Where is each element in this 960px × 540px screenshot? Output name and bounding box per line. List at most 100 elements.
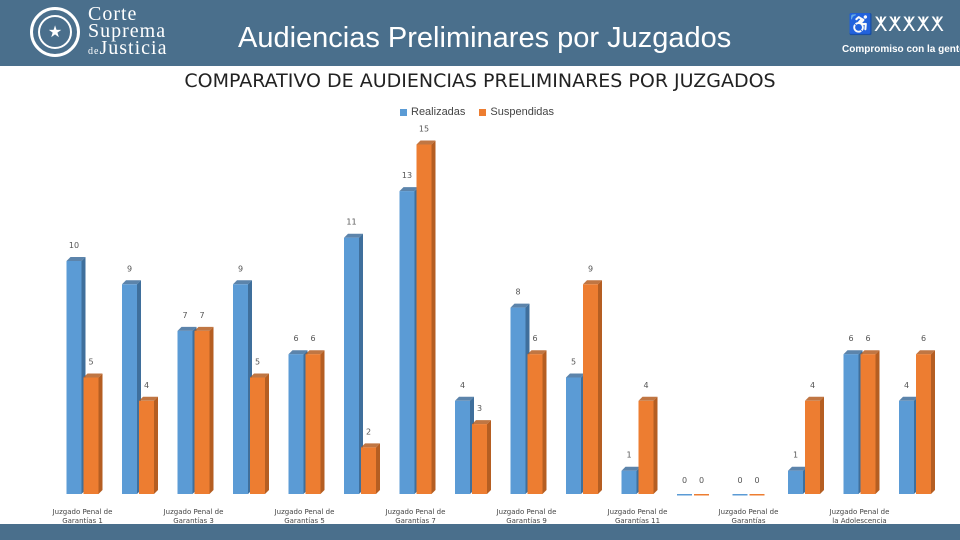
- bar-suspendidas-2: [139, 400, 154, 494]
- data-label-realizadas-13: 0: [737, 476, 742, 485]
- bar-suspendidas-5: [305, 354, 321, 494]
- data-label-suspendidas-12: 0: [699, 476, 704, 485]
- bar-realizadas-9: [510, 307, 526, 494]
- data-label-realizadas-4: 9: [238, 264, 243, 273]
- data-label-realizadas-6: 11: [346, 218, 356, 227]
- court-line-2: Suprema: [88, 20, 167, 42]
- bar-realizadas-1: [66, 261, 82, 494]
- x-tick-label-1: Juzgado Penal de Garantías 1: [52, 508, 113, 525]
- bar-top-realizadas-10: [566, 373, 585, 378]
- bar-top-suspendidas-16: [916, 350, 935, 355]
- bar-top-realizadas-16: [899, 396, 918, 401]
- bar-top-realizadas-6: [344, 233, 363, 238]
- bar-suspendidas-8: [472, 424, 487, 494]
- bar-top-suspendidas-15: [860, 350, 880, 355]
- court-logo-text: Corte Suprema deJusticia: [88, 3, 167, 60]
- data-label-realizadas-12: 0: [682, 476, 687, 485]
- bar-realizadas-3: [177, 330, 193, 494]
- bar-suspendidas-11: [638, 400, 654, 494]
- data-label-realizadas-14: 1: [793, 451, 798, 460]
- chart-legend: Realizadas Suspendidas: [400, 106, 554, 118]
- x-tick-label-2: Juzgado Penal de Garantías 3: [163, 508, 224, 525]
- court-line-3-prefix: de: [88, 46, 100, 57]
- x-tick-label-3: Juzgado Penal de Garantías 5: [274, 508, 335, 525]
- bar-top-realizadas-9: [510, 303, 530, 308]
- bar-top-suspendidas-10: [583, 280, 602, 285]
- legend-item-realizadas: Realizadas: [400, 106, 465, 118]
- data-label-realizadas-8: 4: [460, 381, 465, 390]
- bar-top-realizadas-2: [122, 280, 141, 285]
- people-icon: ♿ⵅⵅⵅⵅⵅ: [848, 14, 945, 36]
- data-label-realizadas-3: 7: [182, 311, 187, 320]
- data-label-suspendidas-16: 6: [921, 334, 926, 343]
- data-label-suspendidas-15: 6: [865, 334, 870, 343]
- data-label-realizadas-15: 6: [848, 334, 853, 343]
- chart-title: COMPARATIVO DE AUDIENCIAS PRELIMINARES P…: [184, 70, 776, 92]
- bar-suspendidas-10: [583, 284, 598, 494]
- bar-top-suspendidas-11: [638, 396, 658, 401]
- bar-suspendidas-12: [694, 494, 709, 496]
- bar-realizadas-11: [621, 470, 637, 494]
- bar-top-suspendidas-3: [194, 326, 214, 331]
- legend-label-suspendidas: Suspendidas: [490, 106, 555, 118]
- bar-top-realizadas-5: [288, 350, 308, 355]
- legend-item-suspendidas: Suspendidas: [479, 106, 554, 118]
- bar-side-suspendidas-9: [542, 350, 547, 494]
- data-label-realizadas-2: 9: [127, 264, 132, 273]
- data-label-realizadas-11: 1: [626, 451, 631, 460]
- bar-side-suspendidas-4: [265, 373, 269, 494]
- bar-suspendidas-4: [250, 377, 265, 494]
- bar-realizadas-6: [344, 237, 359, 494]
- bar-top-realizadas-15: [843, 350, 863, 355]
- bar-top-suspendidas-14: [805, 396, 824, 401]
- bar-top-realizadas-4: [233, 280, 252, 285]
- data-label-realizadas-1: 10: [69, 241, 79, 250]
- x-tick-label-5: Juzgado Penal de Garantías 9: [496, 508, 557, 525]
- bar-suspendidas-14: [805, 400, 820, 494]
- bar-realizadas-7: [399, 191, 415, 494]
- bar-top-realizadas-14: [788, 466, 807, 471]
- data-label-suspendidas-6: 2: [366, 427, 371, 436]
- x-tick-label-6: Juzgado Penal de Garantías 11: [607, 508, 668, 525]
- legend-swatch-realizadas: [400, 108, 407, 116]
- page-title: Audiencias Preliminares por Juzgados: [238, 22, 732, 54]
- bar-suspendidas-6: [361, 447, 376, 494]
- data-label-suspendidas-2: 4: [144, 381, 149, 390]
- data-label-suspendidas-3: 7: [199, 311, 204, 320]
- data-label-suspendidas-7: 15: [419, 125, 429, 134]
- bar-side-suspendidas-11: [653, 396, 658, 494]
- x-tick-label-8: Juzgado Penal de la Adolescencia: [829, 508, 890, 525]
- bar-top-realizadas-8: [455, 396, 474, 401]
- bar-realizadas-13: [732, 494, 748, 496]
- legend-swatch-suspendidas: [479, 108, 487, 116]
- data-label-suspendidas-5: 6: [310, 334, 315, 343]
- bar-realizadas-2: [122, 284, 137, 494]
- data-label-realizadas-5: 6: [293, 334, 298, 343]
- legend-label-realizadas: Realizadas: [411, 106, 466, 118]
- court-line-1: Corte: [88, 3, 138, 25]
- bar-side-suspendidas-16: [931, 350, 935, 494]
- bar-realizadas-16: [899, 400, 914, 494]
- bar-realizadas-4: [233, 284, 248, 494]
- bar-suspendidas-13: [749, 494, 765, 496]
- x-tick-label-4: Juzgado Penal de Garantías 7: [385, 508, 446, 525]
- motto-text: Compromiso con la gente: [842, 44, 960, 55]
- bar-side-suspendidas-14: [820, 396, 824, 494]
- bar-top-realizadas-11: [621, 466, 641, 471]
- data-label-realizadas-9: 8: [515, 288, 520, 297]
- bar-top-suspendidas-7: [416, 140, 436, 145]
- bar-side-suspendidas-5: [320, 350, 325, 494]
- bar-suspendidas-9: [527, 354, 543, 494]
- bar-top-suspendidas-1: [83, 373, 103, 378]
- data-label-suspendidas-1: 5: [88, 358, 93, 367]
- bar-realizadas-14: [788, 470, 803, 494]
- bar-top-realizadas-1: [66, 257, 86, 261]
- data-label-suspendidas-8: 3: [477, 404, 482, 413]
- bar-suspendidas-7: [416, 144, 432, 494]
- data-label-suspendidas-10: 9: [588, 264, 593, 273]
- x-tick-label-7: Juzgado Penal de Garantías: [718, 508, 779, 525]
- bar-suspendidas-1: [83, 377, 99, 494]
- bar-realizadas-12: [677, 494, 692, 496]
- bar-suspendidas-3: [194, 330, 210, 494]
